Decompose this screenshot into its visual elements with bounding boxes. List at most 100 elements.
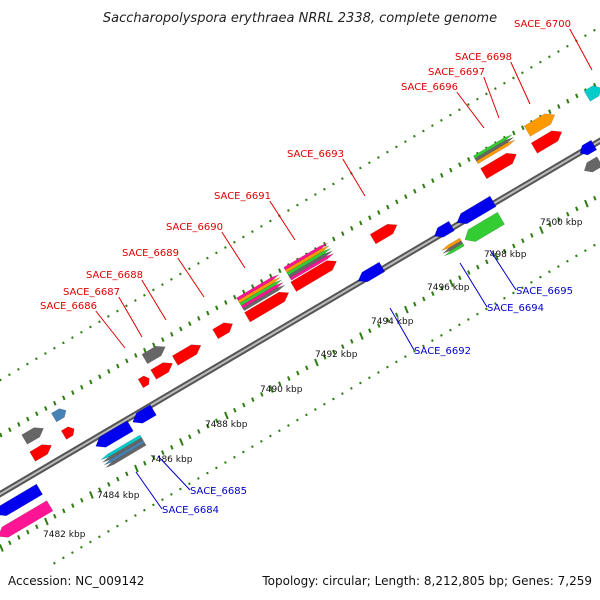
- genome-summary-text: Topology: circular; Length: 8,212,805 bp…: [261, 574, 592, 588]
- scale-tick: [98, 374, 102, 380]
- scale-tick: [314, 193, 317, 196]
- scale-tick: [575, 254, 578, 258]
- scale-label: 7494 kbp: [371, 317, 414, 327]
- scale-tick: [566, 98, 570, 104]
- gene-arrow: [583, 156, 600, 173]
- scale-label: 7492 kbp: [315, 350, 358, 360]
- scale-tick: [458, 275, 462, 281]
- scale-tick: [161, 450, 165, 456]
- scale-tick: [548, 109, 552, 115]
- scale-tick: [296, 418, 299, 422]
- scale-tick: [116, 476, 120, 482]
- scale-label: 7498 kbp: [484, 250, 527, 260]
- scale-tick: [395, 199, 399, 205]
- scale-tick: [143, 293, 146, 297]
- gene-arrow: [480, 152, 517, 180]
- gene-stack: [441, 237, 462, 251]
- gene-arrow: [150, 362, 173, 380]
- scale-tick: [404, 305, 409, 314]
- scale-tick: [332, 236, 336, 242]
- gene-leader-line: [177, 257, 205, 298]
- scale-tick: [557, 50, 560, 53]
- scale-tick: [332, 397, 335, 401]
- scale-tick: [161, 337, 165, 343]
- scale-label: 7486 kbp: [150, 455, 193, 465]
- scale-tick: [215, 251, 218, 255]
- gene-label: SACE_6689: [122, 248, 179, 259]
- scale-tick: [260, 224, 263, 228]
- scale-tick: [431, 339, 434, 343]
- gene-leader-line: [141, 279, 167, 321]
- gene-label: SACE_6693: [287, 149, 344, 160]
- scale-tick: [233, 294, 237, 300]
- scale-tick: [71, 336, 74, 339]
- scale-tick: [197, 429, 201, 434]
- gene-arrow: [456, 195, 497, 225]
- gene-label: SACE_6696: [401, 82, 458, 93]
- gene-stack: [104, 439, 145, 466]
- gene-stack: [102, 437, 144, 463]
- scale-tick: [62, 508, 66, 514]
- scale-tick: [404, 140, 407, 143]
- scale-tick: [71, 503, 75, 508]
- gene-label: SACE_6691: [214, 191, 271, 202]
- scale-tick: [170, 277, 173, 281]
- scale-tick: [485, 92, 488, 96]
- gene-stack: [236, 274, 279, 301]
- scale-tick: [548, 270, 551, 274]
- scale-tick: [512, 76, 515, 80]
- gene-stack: [239, 279, 282, 307]
- gene-arrow: [137, 375, 150, 389]
- scale-tick: [278, 429, 281, 433]
- scale-tick: [251, 230, 254, 234]
- gene-leader-line: [269, 200, 296, 241]
- gene-label: SACE_6692: [414, 346, 471, 357]
- scale-tick: [179, 272, 182, 276]
- scale-label: 7496 kbp: [427, 283, 470, 293]
- gene-leader-line: [118, 296, 143, 338]
- scale-tick: [89, 379, 93, 385]
- scale-tick: [323, 402, 326, 406]
- scale-tick: [584, 249, 587, 252]
- scale-tick: [476, 97, 479, 101]
- scale-tick: [17, 535, 21, 540]
- scale-tick: [8, 540, 12, 546]
- scale-tick: [89, 491, 94, 499]
- gene-leader-line: [459, 262, 488, 308]
- scale-tick: [134, 514, 137, 517]
- scale-tick: [476, 312, 479, 316]
- scale-tick: [521, 71, 524, 75]
- scale-tick: [395, 312, 399, 318]
- scale-tick: [53, 513, 57, 519]
- scale-tick: [116, 524, 119, 528]
- scale-tick: [467, 103, 470, 106]
- scale-tick: [80, 330, 83, 334]
- scale-tick: [494, 302, 497, 305]
- scale-tick: [98, 320, 101, 324]
- scale-tick: [287, 376, 291, 381]
- scale-tick: [467, 318, 470, 321]
- scale-tick: [494, 87, 497, 90]
- gene-stack: [289, 253, 334, 281]
- scale-tick: [188, 482, 191, 486]
- scale-tick: [170, 331, 174, 337]
- scale-tick: [107, 369, 111, 374]
- scale-tick: [386, 150, 389, 154]
- gene-leader-line: [389, 307, 415, 351]
- scale-tick: [503, 248, 507, 254]
- scale-tick: [458, 108, 461, 112]
- gene-arrow: [244, 291, 290, 323]
- scale-tick: [251, 284, 255, 290]
- scale-tick: [134, 464, 139, 473]
- scale-tick: [323, 187, 326, 191]
- scale-tick: [233, 407, 237, 413]
- scale-tick: [404, 355, 407, 358]
- scale-labels: 7482 kbp 7484 kbp 7486 kbp 7488 kbp 7490 kbp…: [43, 218, 583, 540]
- scale-tick: [440, 286, 444, 291]
- gene-label: SACE_6686: [40, 301, 97, 312]
- scale-tick: [0, 432, 3, 438]
- gene-arrow: [51, 408, 67, 423]
- scale-tick: [206, 256, 209, 260]
- scale-tick: [359, 220, 363, 226]
- scale-tick: [215, 305, 219, 311]
